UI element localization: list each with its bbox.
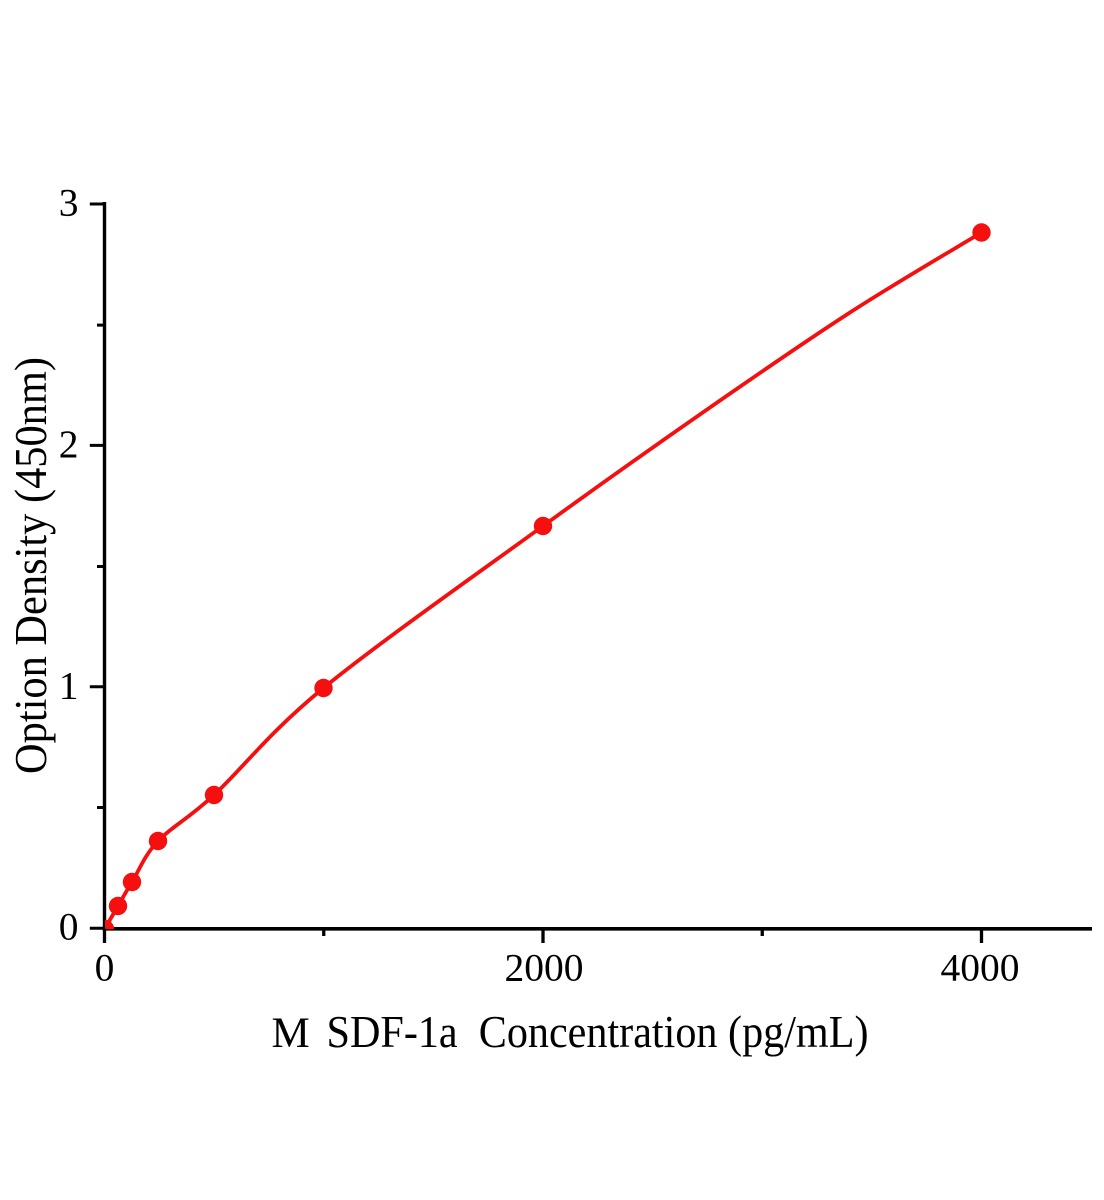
svg-text:Option Density (450nm): Option Density (450nm) bbox=[6, 357, 56, 774]
svg-text:1: 1 bbox=[59, 663, 79, 707]
svg-text:M: M bbox=[272, 1010, 310, 1057]
svg-text:SDF-1a Concentration (pg/mL): SDF-1a Concentration (pg/mL) bbox=[327, 1006, 869, 1057]
svg-text:2000: 2000 bbox=[505, 945, 584, 989]
svg-text:4000: 4000 bbox=[941, 945, 1020, 989]
svg-text:3: 3 bbox=[59, 181, 79, 225]
svg-text:0: 0 bbox=[95, 945, 115, 989]
svg-text:0: 0 bbox=[59, 905, 79, 949]
svg-text:2: 2 bbox=[59, 422, 79, 466]
